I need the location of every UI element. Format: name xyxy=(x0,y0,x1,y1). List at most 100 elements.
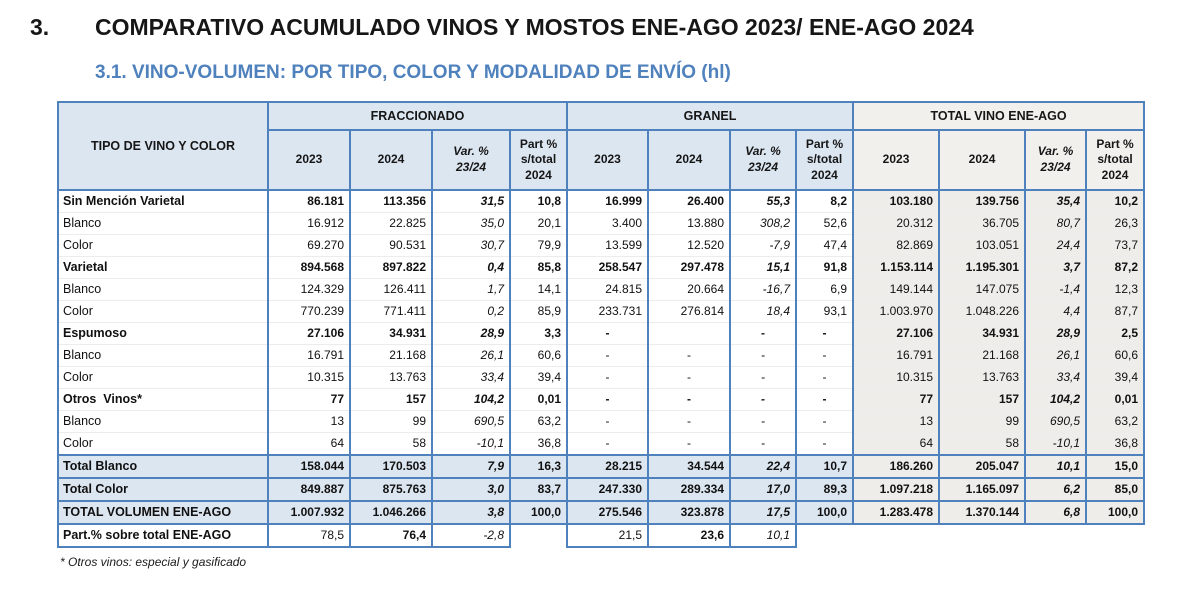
data-cell: 58 xyxy=(938,432,1027,456)
data-cell: 39,4 xyxy=(509,366,568,389)
data-cell: - xyxy=(729,344,797,367)
table-row: Total Color 849.887 875.763 3,0 83,7 247.330 2… xyxy=(57,477,1146,502)
data-cell: 16.912 xyxy=(267,212,351,235)
data-cell: 82.869 xyxy=(852,234,941,257)
data-cell: 21,5 xyxy=(566,523,649,548)
data-cell: 308,2 xyxy=(729,212,797,235)
data-cell: 247.330 xyxy=(566,477,649,502)
data-cell: 1.046.266 xyxy=(349,500,433,525)
data-cell: 87,7 xyxy=(1085,300,1146,323)
data-cell: 1.153.114 xyxy=(852,256,941,279)
data-cell: 34.931 xyxy=(938,322,1027,345)
data-cell: - xyxy=(647,432,731,456)
data-cell: 21.168 xyxy=(349,344,433,367)
data-cell: 157 xyxy=(349,388,433,411)
report-page: 3. COMPARATIVO ACUMULADO VINOS Y MOSTOS … xyxy=(30,14,1146,569)
data-cell: 20.664 xyxy=(647,278,731,301)
data-cell: - xyxy=(794,322,855,345)
data-cell: - xyxy=(566,344,649,367)
data-cell: 14,1 xyxy=(509,278,568,301)
data-cell: 99 xyxy=(349,410,433,433)
data-cell xyxy=(510,524,567,547)
data-cell: - xyxy=(729,432,797,456)
data-cell: 3,8 xyxy=(431,500,511,525)
data-cell: 33,4 xyxy=(1024,366,1088,389)
data-cell: - xyxy=(794,344,855,367)
col-header-fraccionado-2024: 2024 xyxy=(349,129,433,191)
data-cell: 60,6 xyxy=(509,344,568,367)
data-cell: 30,7 xyxy=(431,234,511,257)
data-cell: 157 xyxy=(938,388,1027,411)
data-cell: 103.051 xyxy=(938,234,1027,257)
data-cell: 22,4 xyxy=(729,454,797,479)
data-cell: 35,4 xyxy=(1024,189,1088,213)
data-cell: 63,2 xyxy=(509,410,568,433)
data-cell: 6,8 xyxy=(1024,500,1088,525)
data-cell: 1.097.218 xyxy=(852,477,941,502)
data-cell: 22.825 xyxy=(349,212,433,235)
data-cell: 1.283.478 xyxy=(852,500,941,525)
data-cell: 3,3 xyxy=(509,322,568,345)
data-cell: 3,7 xyxy=(1024,256,1088,279)
data-cell: -10,1 xyxy=(431,432,511,456)
data-cell: 16.791 xyxy=(852,344,941,367)
data-cell: 690,5 xyxy=(431,410,511,433)
data-cell: 275.546 xyxy=(566,500,649,525)
data-cell: 80,7 xyxy=(1024,212,1088,235)
data-cell: 16,3 xyxy=(509,454,568,479)
col-header-granel-2024: 2024 xyxy=(647,129,731,191)
data-cell: 93,1 xyxy=(794,300,855,323)
wine-volume-table: TIPO DE VINO Y COLOR FRACCIONADO GRANEL … xyxy=(57,101,1146,548)
data-cell: 64 xyxy=(267,432,351,456)
data-cell: 13 xyxy=(267,410,351,433)
data-cell: 20,1 xyxy=(509,212,568,235)
col-header-fraccionado-2023: 2023 xyxy=(267,129,351,191)
group-header-total-vino: TOTAL VINO ENE-AGO xyxy=(852,101,1146,131)
data-cell: 1.007.932 xyxy=(267,500,351,525)
data-cell: 894.568 xyxy=(267,256,351,279)
data-cell: 770.239 xyxy=(267,300,351,323)
table-header: TIPO DE VINO Y COLOR FRACCIONADO GRANEL … xyxy=(57,101,1146,191)
data-cell: 23,6 xyxy=(647,523,731,548)
data-cell: 3,0 xyxy=(431,477,511,502)
data-cell: 4,4 xyxy=(1024,300,1088,323)
table-row: Blanco 16.912 22.825 35,0 20,1 3.400 13.880 308… xyxy=(57,212,1146,235)
data-cell: 85,8 xyxy=(509,256,568,279)
data-cell: 104,2 xyxy=(431,388,511,411)
data-cell xyxy=(1086,524,1145,547)
data-cell: 87,2 xyxy=(1085,256,1146,279)
data-cell: 21.168 xyxy=(938,344,1027,367)
data-cell: - xyxy=(729,410,797,433)
data-cell: 1.195.301 xyxy=(938,256,1027,279)
table-row: Color 64 58 -10,1 36,8- - - -64 58 -10,1 36,8 xyxy=(57,432,1146,456)
data-cell: 0,01 xyxy=(509,388,568,411)
data-cell: -16,7 xyxy=(729,278,797,301)
data-cell: 33,4 xyxy=(431,366,511,389)
data-cell: 86.181 xyxy=(267,189,351,213)
data-cell: 15,0 xyxy=(1085,454,1146,479)
data-cell: 1.003.970 xyxy=(852,300,941,323)
data-cell: 18,4 xyxy=(729,300,797,323)
data-cell: 13.763 xyxy=(938,366,1027,389)
data-cell: 76,4 xyxy=(349,523,433,548)
data-cell: - xyxy=(647,410,731,433)
data-cell: 897.822 xyxy=(349,256,433,279)
row-label: Total Color xyxy=(57,477,269,502)
table-row: Blanco 13 99 690,5 63,2- - - -13 99 690,5 63,2 xyxy=(57,410,1146,433)
table-row: Varietal 894.568 897.822 0,4 85,8 258.547 297.… xyxy=(57,256,1146,279)
data-cell: 13.599 xyxy=(566,234,649,257)
data-cell: 690,5 xyxy=(1024,410,1088,433)
data-cell: 24,4 xyxy=(1024,234,1088,257)
data-cell: 103.180 xyxy=(852,189,941,213)
data-cell: 875.763 xyxy=(349,477,433,502)
data-cell: 771.411 xyxy=(349,300,433,323)
data-cell: 8,2 xyxy=(794,189,855,213)
data-cell: 69.270 xyxy=(267,234,351,257)
group-header-row: TIPO DE VINO Y COLOR FRACCIONADO GRANEL … xyxy=(57,101,1146,191)
data-cell: 0,2 xyxy=(431,300,511,323)
row-label: Espumoso xyxy=(57,322,269,345)
data-cell: 1,7 xyxy=(431,278,511,301)
data-cell: 233.731 xyxy=(566,300,649,323)
data-cell: - xyxy=(566,366,649,389)
data-cell: - xyxy=(794,432,855,456)
